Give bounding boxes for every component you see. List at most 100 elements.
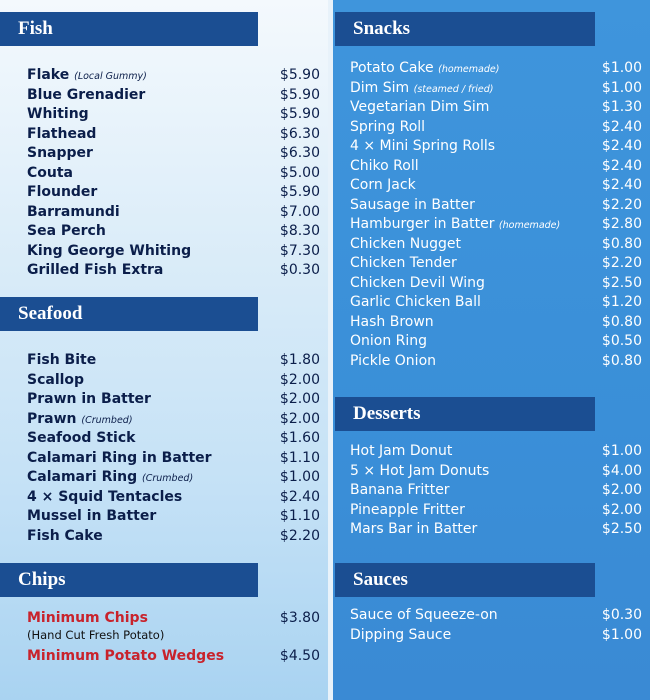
item-note: (homemade) bbox=[498, 220, 561, 231]
item-name: Calamari Ring (Crumbed) bbox=[27, 468, 193, 488]
item-price: $0.80 bbox=[601, 235, 642, 252]
item-name-text: Corn Jack bbox=[350, 177, 416, 193]
item-price: $2.40 bbox=[601, 157, 642, 174]
menu-item: 5 × Hot Jam Donuts $4.00 bbox=[350, 462, 642, 481]
divider bbox=[328, 0, 333, 700]
item-name-text: Barramundi bbox=[27, 203, 120, 220]
menu-item: Flake (Local Gummy) $5.90 bbox=[27, 66, 320, 85]
right-panel: Snacks Potato Cake (homemade) $1.00 Dim Sim… bbox=[333, 0, 650, 700]
menu-item: Minimum Potato Wedges $4.50 bbox=[27, 647, 320, 666]
menu-item: Dipping Sauce $1.00 bbox=[350, 626, 642, 645]
item-price: $0.80 bbox=[601, 313, 642, 330]
item-note: (steamed / fried) bbox=[413, 83, 494, 95]
item-name: Hash Brown bbox=[350, 313, 434, 332]
item-price: $0.80 bbox=[601, 352, 642, 369]
menu-item: Flounder $5.90 bbox=[27, 183, 320, 202]
item-name: Couta bbox=[27, 164, 73, 183]
left-panel: Fish Flake (Local Gummy) $5.90 Blue Grenadi… bbox=[0, 0, 328, 700]
item-note: (Local Gummy) bbox=[74, 71, 147, 82]
item-name-text: Blue Grenadier bbox=[27, 86, 146, 103]
item-name: Chicken Nugget bbox=[350, 235, 461, 254]
item-name-text: Dim Sim bbox=[350, 79, 410, 96]
item-price: $6.30 bbox=[279, 125, 320, 142]
item-name-text: Flathead bbox=[27, 125, 97, 142]
item-name-text: Chicken Nugget bbox=[350, 235, 462, 252]
item-name-text: Calamari Ring bbox=[27, 469, 138, 485]
menu-item: Prawn in Batter $2.00 bbox=[27, 390, 320, 409]
item-name-text: Vegetarian Dim Sim bbox=[350, 99, 490, 115]
menu-item: Chicken Tender $2.20 bbox=[350, 254, 642, 273]
item-price: $1.80 bbox=[279, 352, 320, 368]
item-price: $2.40 bbox=[601, 118, 642, 135]
menu-item: Flathead $6.30 bbox=[27, 125, 320, 144]
item-note: (Crumbed) bbox=[142, 473, 194, 484]
section-header: Seafood bbox=[0, 297, 258, 331]
item-name-text: Hamburger in Batter bbox=[350, 216, 495, 232]
section-header: Snacks bbox=[335, 12, 595, 46]
item-name: Chicken Tender bbox=[350, 254, 457, 273]
menu-item: Fish Bite $1.80 bbox=[27, 351, 320, 370]
item-name: 5 × Hot Jam Donuts bbox=[350, 462, 489, 481]
item-price: $0.30 bbox=[279, 262, 320, 278]
item-name-text: Chiko Roll bbox=[350, 157, 419, 174]
item-name-text: Flounder bbox=[27, 184, 98, 200]
menu-item: Seafood Stick $1.60 bbox=[27, 429, 320, 448]
menu-item: Sea Perch $8.30 bbox=[27, 222, 320, 241]
item-name: Fish Cake bbox=[27, 527, 103, 546]
item-price: $1.00 bbox=[601, 443, 642, 459]
item-name: Spring Roll bbox=[350, 118, 425, 137]
item-note: (Crumbed) bbox=[81, 414, 133, 426]
item-price: $2.50 bbox=[601, 521, 642, 537]
item-name: Prawn in Batter bbox=[27, 390, 151, 409]
menu-item: Hot Jam Donut $1.00 bbox=[350, 442, 642, 461]
menu-item: Scallop $2.00 bbox=[27, 371, 320, 390]
menu-item: Spring Roll $2.40 bbox=[350, 118, 642, 137]
menu-item: Chicken Nugget $0.80 bbox=[350, 235, 642, 254]
item-name: Mars Bar in Batter bbox=[350, 520, 477, 539]
item-name: Sauce of Squeeze-on bbox=[350, 606, 498, 625]
menu-item: Calamari Ring in Batter $1.10 bbox=[27, 449, 320, 468]
item-name-text: Mars Bar in Batter bbox=[350, 521, 478, 537]
item-name-text: Snapper bbox=[27, 145, 93, 161]
item-name-text: Flake bbox=[27, 67, 70, 83]
menu-item: Mussel in Batter $1.10 bbox=[27, 507, 320, 526]
menu-item: King George Whiting $7.30 bbox=[27, 242, 320, 261]
item-name-text: Sauce of Squeeze-on bbox=[350, 607, 498, 623]
menu-item: Hash Brown $0.80 bbox=[350, 313, 642, 332]
item-name: Scallop bbox=[27, 371, 84, 390]
item-price: $5.90 bbox=[279, 106, 320, 122]
item-price: $2.00 bbox=[279, 371, 320, 388]
item-name: Blue Grenadier bbox=[27, 86, 145, 105]
item-name-text: Hot Jam Donut bbox=[350, 443, 453, 459]
item-name-text: Scallop bbox=[27, 371, 85, 388]
menu-item: Sauce of Squeeze-on $0.30 bbox=[350, 606, 642, 625]
item-name: Seafood Stick bbox=[27, 429, 135, 448]
item-name: Snapper bbox=[27, 144, 93, 163]
item-name: Flake (Local Gummy) bbox=[27, 66, 147, 86]
item-name: Potato Cake (homemade) bbox=[350, 59, 499, 79]
item-name-text: Prawn bbox=[27, 410, 77, 427]
menu-item: Whiting $5.90 bbox=[27, 105, 320, 124]
item-name: Banana Fritter bbox=[350, 481, 450, 500]
item-name-text: Fish Bite bbox=[27, 352, 97, 368]
item-price: $2.40 bbox=[601, 138, 642, 154]
menu-item: Pickle Onion $0.80 bbox=[350, 352, 642, 371]
item-name: Flounder bbox=[27, 183, 97, 202]
item-name-text: Prawn in Batter bbox=[27, 391, 151, 407]
item-price: $3.80 bbox=[279, 610, 320, 626]
menu-item: Banana Fritter $2.00 bbox=[350, 481, 642, 500]
item-name-text: 4 × Squid Tentacles bbox=[27, 488, 183, 505]
item-name: Minimum Potato Wedges bbox=[27, 647, 224, 666]
menu-item: Dim Sim (steamed / fried) $1.00 bbox=[350, 79, 642, 98]
menu-item: Hamburger in Batter (homemade) $2.80 bbox=[350, 215, 642, 234]
menu-item: 4 × Squid Tentacles $2.40 bbox=[27, 488, 320, 507]
item-name: Fish Bite bbox=[27, 351, 96, 370]
item-name: Vegetarian Dim Sim bbox=[350, 98, 489, 117]
item-name-text: Pineapple Fritter bbox=[350, 501, 465, 518]
item-name-text: 5 × Hot Jam Donuts bbox=[350, 462, 490, 479]
item-name-text: Calamari Ring in Batter bbox=[27, 449, 212, 466]
menu-item: Grilled Fish Extra $0.30 bbox=[27, 261, 320, 280]
item-price: $5.90 bbox=[279, 184, 320, 200]
item-name-text: Minimum Chips bbox=[27, 610, 148, 626]
item-name-text: Whiting bbox=[27, 106, 89, 122]
